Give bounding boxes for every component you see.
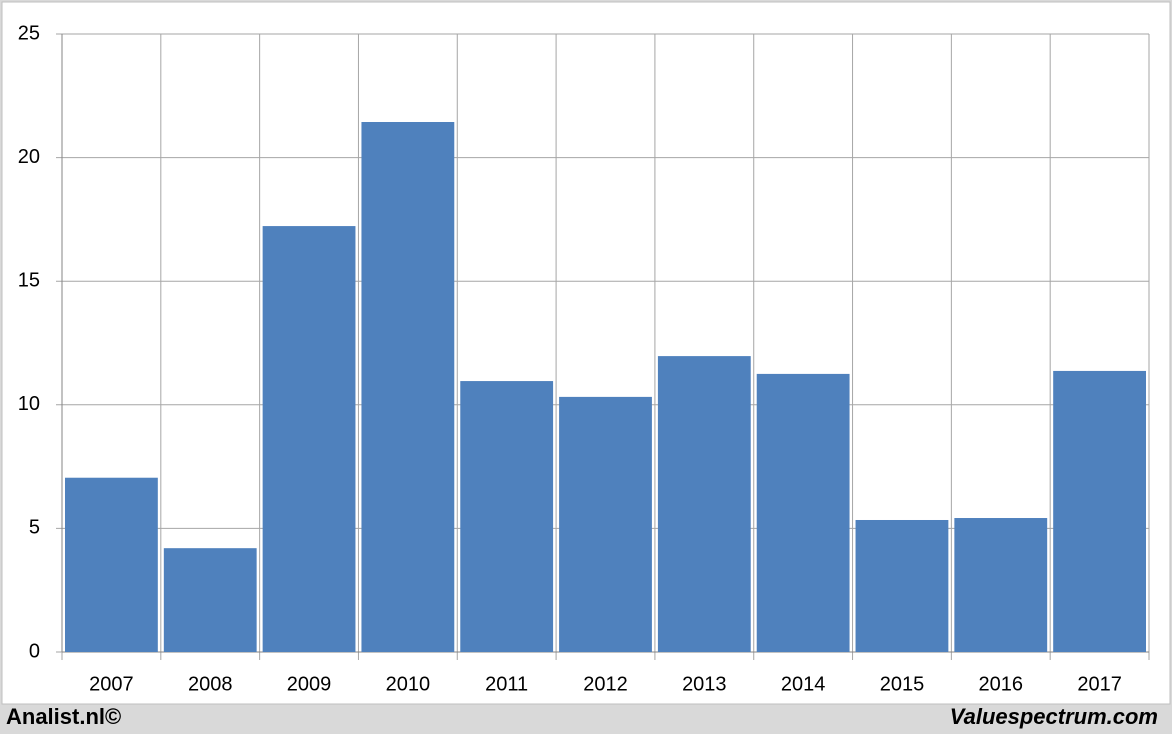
- bar: [460, 381, 554, 652]
- x-tick-label: 2014: [781, 673, 826, 695]
- y-tick-label: 0: [29, 640, 40, 662]
- x-tick-label: 2013: [682, 673, 727, 695]
- x-tick-label: 2011: [485, 673, 528, 695]
- x-tick-label: 2016: [979, 673, 1024, 695]
- x-tick-label: 2015: [880, 673, 925, 695]
- x-tick-label: 2012: [583, 673, 628, 695]
- y-tick-label: 15: [18, 269, 40, 291]
- y-tick-label: 25: [18, 22, 40, 44]
- y-tick-label: 20: [18, 146, 40, 168]
- footer-right: Valuespectrum.com: [950, 704, 1158, 729]
- x-tick-label: 2007: [89, 673, 134, 695]
- bar: [756, 373, 850, 652]
- bar: [65, 477, 158, 652]
- x-tick-label: 2010: [386, 673, 431, 695]
- bar: [855, 519, 949, 652]
- bar: [262, 226, 356, 652]
- bar: [361, 122, 455, 653]
- x-tick-label: 2009: [287, 673, 332, 695]
- x-tick-label: 2017: [1077, 673, 1122, 695]
- bar: [657, 356, 751, 652]
- y-tick-label: 10: [18, 393, 40, 415]
- bar: [1053, 370, 1146, 652]
- bar: [954, 518, 1048, 652]
- x-tick-label: 2008: [188, 673, 233, 695]
- bar: [559, 396, 652, 652]
- footer-left: Analist.nl©: [6, 704, 121, 729]
- y-tick-label: 5: [29, 517, 40, 539]
- bar: [163, 548, 257, 652]
